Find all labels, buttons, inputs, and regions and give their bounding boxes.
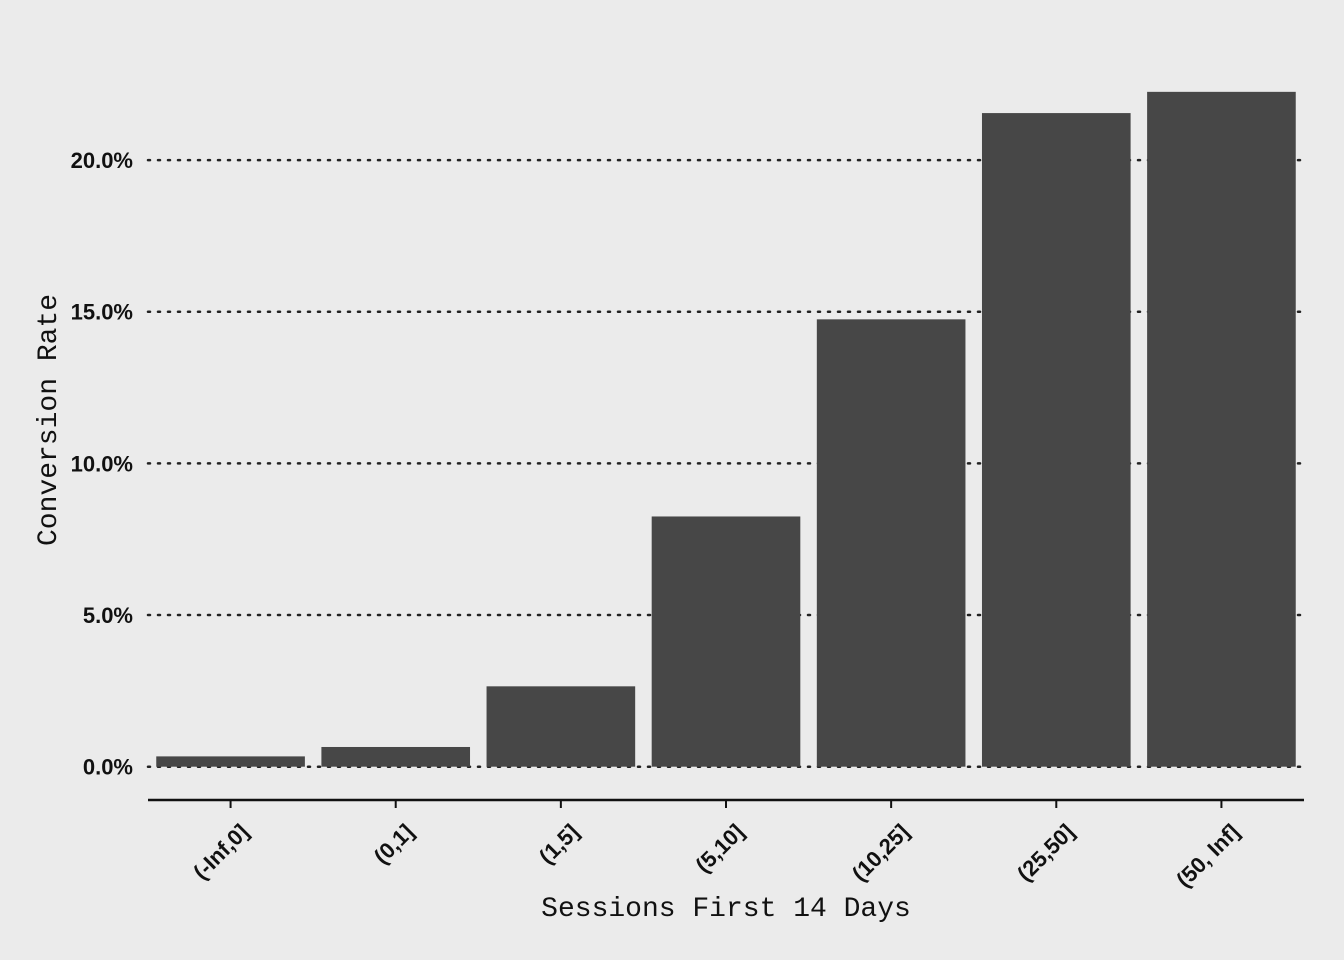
y-tick-label: 5.0% xyxy=(83,603,133,628)
bar xyxy=(1147,91,1296,767)
x-tick-label: (5,10] xyxy=(691,819,749,877)
bar-layer xyxy=(156,91,1296,767)
y-tick-label: 10.0% xyxy=(71,451,133,476)
x-tick-label: (0,1] xyxy=(369,819,419,869)
bar xyxy=(156,756,305,767)
y-tick-label: 15.0% xyxy=(71,300,133,325)
bar xyxy=(816,319,966,767)
y-tick-label: 20.0% xyxy=(71,148,133,173)
y-tick-label: 0.0% xyxy=(83,755,133,780)
x-tick-label: (10,25] xyxy=(847,819,914,886)
x-tick-label: (1,5] xyxy=(534,819,584,869)
bar xyxy=(981,113,1131,767)
x-tick-label: (-Inf,0] xyxy=(188,819,253,884)
bar xyxy=(486,686,636,767)
y-axis-title: Conversion Rate xyxy=(34,294,65,546)
bar xyxy=(321,746,471,767)
x-tick-label: (25,50] xyxy=(1012,819,1079,886)
x-tick-label: (50, Inf] xyxy=(1171,819,1244,892)
x-axis-title: Sessions First 14 Days xyxy=(541,894,911,925)
axis-layer xyxy=(148,798,1304,808)
bar xyxy=(651,516,801,767)
